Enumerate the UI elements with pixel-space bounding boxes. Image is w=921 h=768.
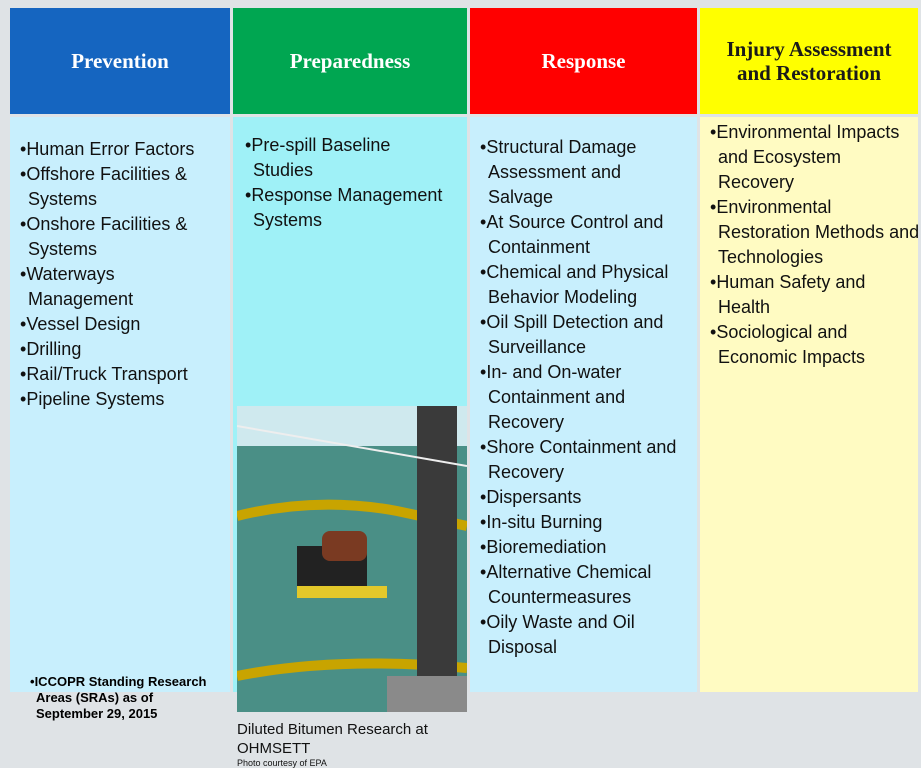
list-item: Bioremediation: [480, 535, 690, 560]
item-list: Pre-spill Baseline StudiesResponse Manag…: [245, 133, 445, 233]
list-item: Offshore Facilities & Systems: [20, 162, 220, 212]
list-item: Onshore Facilities & Systems: [20, 212, 220, 262]
list-item: Environmental Restoration Methods and Te…: [710, 195, 920, 270]
column-body: Environmental Impacts and Ecosystem Reco…: [700, 117, 920, 692]
column: Response Structural Damage Assessment and…: [470, 8, 697, 692]
column-header: Preparedness: [233, 8, 467, 114]
list-item: Human Error Factors: [20, 137, 220, 162]
list-item: Shore Containment and Recovery: [480, 435, 690, 485]
item-list: Environmental Impacts and Ecosystem Reco…: [710, 120, 920, 370]
list-item: In-situ Burning: [480, 510, 690, 535]
note: ICCOPR Standing Research Areas (SRAs) as…: [30, 674, 211, 722]
column: Injury Assessment and RestorationEnviron…: [700, 8, 920, 692]
column: Prevention Human Error FactorsOffshore Fa…: [10, 8, 230, 721]
column-body: Pre-spill Baseline StudiesResponse Manag…: [233, 117, 467, 768]
column: Preparedness Pre-spill Baseline StudiesRe…: [233, 8, 467, 768]
column-body: Human Error FactorsOffshore Facilities &…: [10, 117, 230, 721]
list-item: Structural Damage Assessment and Salvage: [480, 135, 690, 210]
list-item: Sociological and Economic Impacts: [710, 320, 920, 370]
list-item: Oil Spill Detection and Surveillance: [480, 310, 690, 360]
list-item: Human Safety and Health: [710, 270, 920, 320]
column-header: Prevention: [10, 8, 230, 114]
list-item: Pipeline Systems: [20, 387, 220, 412]
column-body: Structural Damage Assessment and Salvage…: [470, 117, 697, 692]
photo-credit: Photo courtesy of EPA: [237, 758, 327, 768]
list-item: Waterways Management: [20, 262, 220, 312]
column-header: Response: [470, 8, 697, 114]
photo-caption: Diluted Bitumen Research at OHMSETT: [237, 721, 428, 757]
photo-image: [237, 406, 467, 712]
list-item: Rail/Truck Transport: [20, 362, 220, 387]
list-item: Pre-spill Baseline Studies: [245, 133, 445, 183]
list-item: Environmental Impacts and Ecosystem Reco…: [710, 120, 920, 195]
photo: [237, 406, 467, 712]
list-item: Oily Waste and Oil Disposal: [480, 610, 690, 660]
list-item: At Source Control and Containment: [480, 210, 690, 260]
list-item: In- and On-water Containment and Recover…: [480, 360, 690, 435]
list-item: Dispersants: [480, 485, 690, 510]
list-item: Vessel Design: [20, 312, 220, 337]
list-item: Alternative Chemical Countermeasures: [480, 560, 690, 610]
slide: {"columns":[ {"header":"Prevention","ite…: [0, 0, 921, 700]
item-list: Human Error FactorsOffshore Facilities &…: [20, 137, 220, 412]
column-header: Injury Assessment and Restoration: [700, 8, 918, 114]
item-list: Structural Damage Assessment and Salvage…: [480, 135, 690, 660]
list-item: Response Management Systems: [245, 183, 445, 233]
list-item: Chemical and Physical Behavior Modeling: [480, 260, 690, 310]
list-item: Drilling: [20, 337, 220, 362]
